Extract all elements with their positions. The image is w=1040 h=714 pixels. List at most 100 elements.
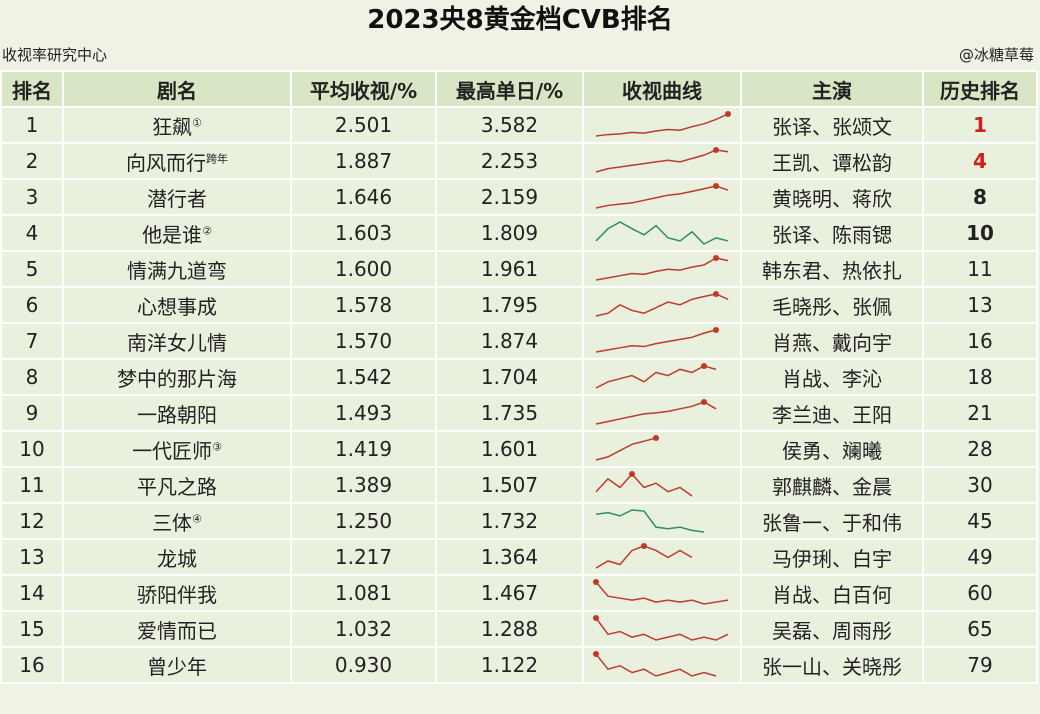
avg-rating: 1.578 <box>290 286 437 324</box>
max-rating: 1.809 <box>435 214 584 252</box>
cast: 肖战、白百何 <box>740 574 924 612</box>
drama-name: 爱情而已 <box>62 610 292 648</box>
curve-line <box>595 329 717 353</box>
column-header: 历史排名 <box>922 70 1038 108</box>
rank: 9 <box>0 394 64 432</box>
history-rank: 10 <box>922 214 1038 252</box>
rank: 6 <box>0 286 64 324</box>
curve-line <box>595 581 729 605</box>
sparkline <box>595 435 659 461</box>
sparkline <box>595 183 729 209</box>
history-rank: 79 <box>922 646 1038 684</box>
history-rank: 28 <box>922 430 1038 468</box>
max-rating: 1.601 <box>435 430 584 468</box>
avg-rating: 2.501 <box>290 106 437 144</box>
header-row: 排名 剧名 平均收视/% 最高单日/% 收视曲线 主演 历史排名 <box>0 70 1038 108</box>
drama-name: 心想事成 <box>62 286 292 324</box>
cast: 马伊琍、白宇 <box>740 538 924 576</box>
rank: 11 <box>0 466 64 504</box>
column-header: 剧名 <box>62 70 292 108</box>
sparkline <box>595 363 717 389</box>
avg-rating: 1.887 <box>290 142 437 180</box>
rank: 2 <box>0 142 64 180</box>
cast: 吴磊、周雨彤 <box>740 610 924 648</box>
curve-line <box>595 401 717 425</box>
curve-cell <box>582 106 742 144</box>
row: 6 心想事成 1.578 1.795 毛晓彤、张佩 13 <box>0 286 1038 324</box>
history-rank: 21 <box>922 394 1038 432</box>
curve-cell <box>582 394 742 432</box>
column-header: 平均收视/% <box>290 70 437 108</box>
avg-rating: 1.032 <box>290 610 437 648</box>
max-rating: 1.507 <box>435 466 584 504</box>
sparkline <box>595 509 705 533</box>
cast: 侯勇、斓曦 <box>740 430 924 468</box>
row: 9 一路朝阳 1.493 1.735 李兰迪、王阳 21 <box>0 394 1038 432</box>
history-rank: 4 <box>922 142 1038 180</box>
drama-name: 骄阳伴我 <box>62 574 292 612</box>
drama-name: 平凡之路 <box>62 466 292 504</box>
curve-line <box>595 113 729 137</box>
max-rating: 1.467 <box>435 574 584 612</box>
drama-title: 他是谁 <box>142 222 203 247</box>
rank: 1 <box>0 106 64 144</box>
avg-rating: 1.570 <box>290 322 437 360</box>
avg-rating: 1.419 <box>290 430 437 468</box>
column-header: 排名 <box>0 70 64 108</box>
sparkline <box>595 111 731 137</box>
drama-title: 一代匠师 <box>132 438 213 463</box>
sparkline <box>595 543 693 569</box>
curve-line <box>595 365 717 389</box>
max-rating: 1.288 <box>435 610 584 648</box>
history-rank: 11 <box>922 250 1038 288</box>
row: 12 三体④ 1.250 1.732 张鲁一、于和伟 45 <box>0 502 1038 540</box>
peak-dot <box>701 363 707 369</box>
curve-cell <box>582 466 742 504</box>
avg-rating: 1.217 <box>290 538 437 576</box>
curve-line <box>595 257 729 281</box>
avg-rating: 0.930 <box>290 646 437 684</box>
drama-name: 龙城 <box>62 538 292 576</box>
curve-cell <box>582 358 742 396</box>
drama-name: 情满九道弯 <box>62 250 292 288</box>
row: 14 骄阳伴我 1.081 1.467 肖战、白百何 60 <box>0 574 1038 612</box>
curve-line <box>595 437 657 461</box>
rank: 13 <box>0 538 64 576</box>
row: 1 狂飙① 2.501 3.582 张译、张颂文 1 <box>0 106 1038 144</box>
peak-dot <box>593 615 599 621</box>
avg-rating: 1.603 <box>290 214 437 252</box>
peak-dot <box>713 255 719 261</box>
cast: 张译、张颂文 <box>740 106 924 144</box>
drama-title: 爱情而已 <box>137 618 217 643</box>
cast: 黄晓明、蒋欣 <box>740 178 924 216</box>
drama-title: 向风而行 <box>126 150 206 175</box>
curve-line <box>595 149 729 173</box>
row: 2 向风而行跨年 1.887 2.253 王凯、谭松韵 4 <box>0 142 1038 180</box>
drama-title: 南洋女儿情 <box>127 330 227 355</box>
history-rank: 49 <box>922 538 1038 576</box>
sparkline <box>595 221 729 245</box>
drama-title: 一路朝阳 <box>137 402 217 427</box>
max-rating: 1.122 <box>435 646 584 684</box>
drama-name: 向风而行跨年 <box>62 142 292 180</box>
cast: 李兰迪、王阳 <box>740 394 924 432</box>
drama-title: 曾少年 <box>147 654 207 679</box>
history-rank: 18 <box>922 358 1038 396</box>
drama-name: 狂飙① <box>62 106 292 144</box>
rank: 14 <box>0 574 64 612</box>
curve-cell <box>582 322 742 360</box>
max-rating: 1.704 <box>435 358 584 396</box>
curve-cell <box>582 574 742 612</box>
max-rating: 1.961 <box>435 250 584 288</box>
curve-line <box>595 185 729 209</box>
row: 15 爱情而已 1.032 1.288 吴磊、周雨彤 65 <box>0 610 1038 648</box>
drama-title: 心想事成 <box>137 294 217 319</box>
peak-dot <box>593 579 599 585</box>
avg-rating: 1.250 <box>290 502 437 540</box>
rank: 3 <box>0 178 64 216</box>
curve-line <box>595 221 729 245</box>
max-rating: 1.874 <box>435 322 584 360</box>
sparkline <box>593 651 717 677</box>
curve-line <box>595 472 693 497</box>
